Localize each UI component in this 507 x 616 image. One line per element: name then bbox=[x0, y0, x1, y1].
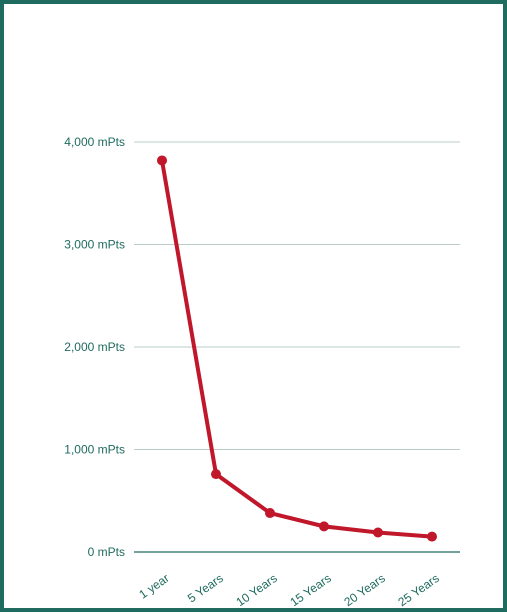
x-tick-label: 10 Years bbox=[233, 571, 279, 609]
data-point bbox=[157, 155, 167, 166]
data-point bbox=[373, 527, 383, 538]
grid-lines bbox=[134, 141, 460, 553]
data-point bbox=[265, 508, 275, 519]
y-tick-label: 3,000 mPts bbox=[64, 238, 125, 252]
line-chart: 0 mPts 1,000 mPts 2,000 mPts 3,000 mPts 4,00… bbox=[64, 135, 460, 609]
x-axis-ticks: 1 year 5 Years 10 Years 15 Years 20 Years 25 … bbox=[136, 571, 441, 609]
data-point bbox=[427, 531, 437, 542]
y-tick-label: 2,000 mPts bbox=[64, 340, 125, 354]
y-axis-ticks: 0 mPts 1,000 mPts 2,000 mPts 3,000 mPts 4,00… bbox=[64, 135, 125, 559]
series-layer bbox=[157, 155, 437, 542]
series-line bbox=[160, 158, 434, 539]
x-tick-label: 20 Years bbox=[341, 571, 387, 609]
y-tick-label: 4,000 mPts bbox=[64, 135, 125, 149]
x-tick-label: 15 Years bbox=[287, 571, 333, 609]
data-point bbox=[319, 521, 329, 532]
x-tick-label: 1 year bbox=[136, 571, 171, 602]
x-tick-label: 5 Years bbox=[185, 571, 226, 605]
y-tick-label: 0 mPts bbox=[88, 545, 125, 559]
data-point bbox=[211, 469, 221, 480]
y-tick-label: 1,000 mPts bbox=[64, 443, 125, 457]
x-tick-label: 25 Years bbox=[395, 571, 441, 609]
